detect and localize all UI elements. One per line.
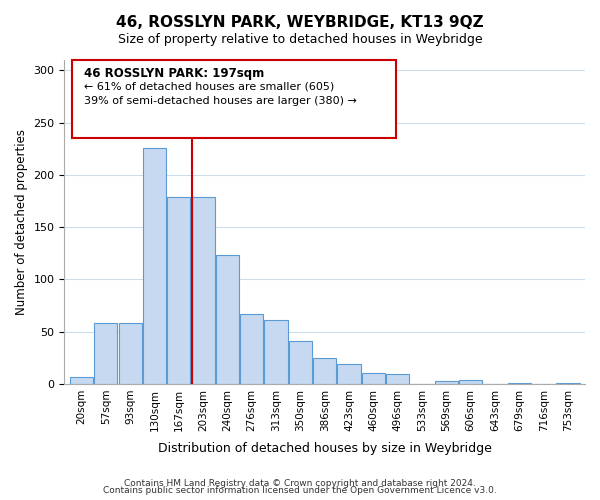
Text: 46 ROSSLYN PARK: 197sqm: 46 ROSSLYN PARK: 197sqm xyxy=(84,68,264,80)
Text: 46, ROSSLYN PARK, WEYBRIDGE, KT13 9QZ: 46, ROSSLYN PARK, WEYBRIDGE, KT13 9QZ xyxy=(116,15,484,30)
Bar xyxy=(143,148,166,384)
Bar xyxy=(70,376,93,384)
Bar xyxy=(459,380,482,384)
Text: Contains HM Land Registry data © Crown copyright and database right 2024.: Contains HM Land Registry data © Crown c… xyxy=(124,478,476,488)
Bar xyxy=(362,374,385,384)
Text: Contains public sector information licensed under the Open Government Licence v3: Contains public sector information licen… xyxy=(103,486,497,495)
Text: Size of property relative to detached houses in Weybridge: Size of property relative to detached ho… xyxy=(118,32,482,46)
Bar xyxy=(289,341,312,384)
X-axis label: Distribution of detached houses by size in Weybridge: Distribution of detached houses by size … xyxy=(158,442,491,455)
Bar xyxy=(386,374,409,384)
Bar xyxy=(216,256,239,384)
Bar xyxy=(94,324,118,384)
Bar xyxy=(313,358,336,384)
Y-axis label: Number of detached properties: Number of detached properties xyxy=(15,129,28,315)
Bar xyxy=(337,364,361,384)
Bar xyxy=(191,197,215,384)
Text: 39% of semi-detached houses are larger (380) →: 39% of semi-detached houses are larger (… xyxy=(84,96,357,106)
Bar xyxy=(435,381,458,384)
Bar xyxy=(240,314,263,384)
Bar xyxy=(167,197,190,384)
Text: ← 61% of detached houses are smaller (605): ← 61% of detached houses are smaller (60… xyxy=(84,82,334,92)
Bar xyxy=(119,324,142,384)
Bar xyxy=(556,383,580,384)
Bar xyxy=(265,320,287,384)
Bar xyxy=(508,383,531,384)
